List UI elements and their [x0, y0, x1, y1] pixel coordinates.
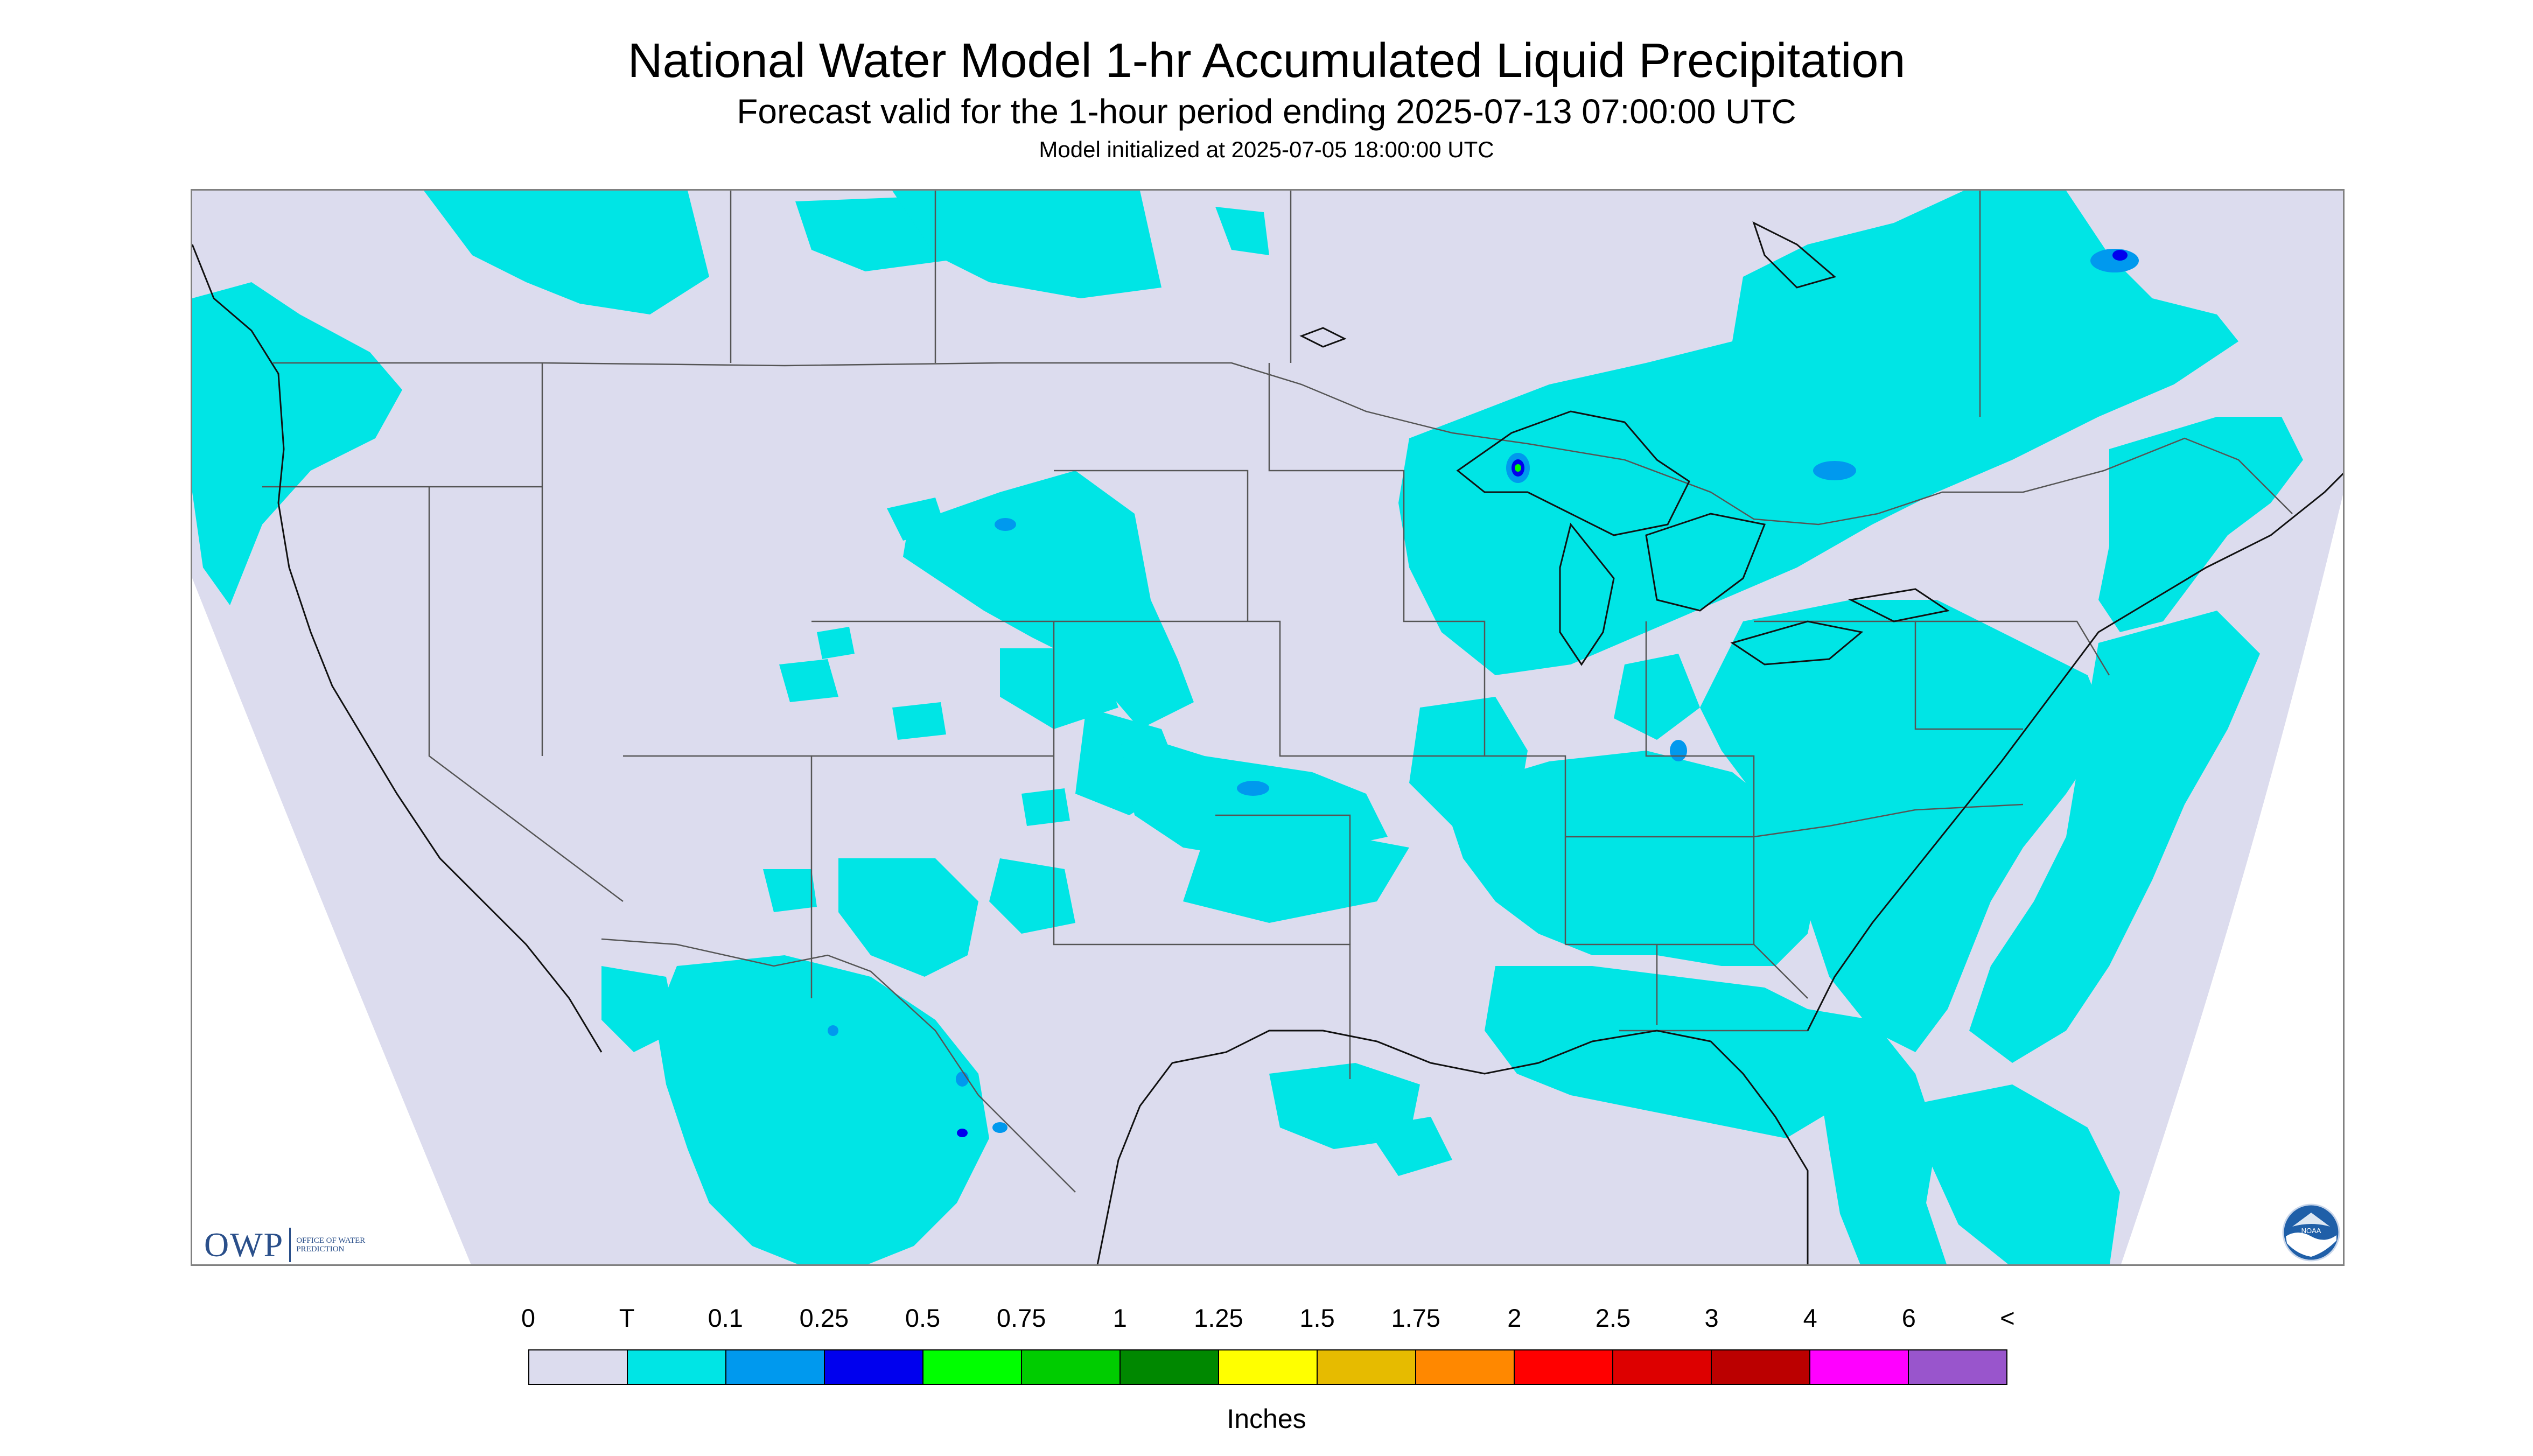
legend-tick-label: 3: [1704, 1304, 1719, 1332]
legend-units: Inches: [1227, 1404, 1306, 1434]
noaa-logo-text: NOAA: [2301, 1227, 2321, 1235]
legend-swatch: [923, 1350, 1022, 1384]
legend-tick-label: 1.5: [1299, 1304, 1335, 1332]
political-boundaries: [262, 191, 2293, 1193]
trace-precip-areas: [192, 191, 2303, 1264]
precipitation-map: [192, 191, 2343, 1264]
legend-swatch: [1613, 1350, 1712, 1384]
legend-swatch: [1712, 1350, 1810, 1384]
legend-color-bar: [528, 1349, 2007, 1385]
legend-tick-label: 2.5: [1595, 1304, 1631, 1332]
legend-tick-label: 1.25: [1194, 1304, 1243, 1332]
legend-swatch: [825, 1350, 923, 1384]
legend-swatch: [628, 1350, 726, 1384]
owp-logo-divider: [289, 1228, 291, 1262]
legend-tick-label: <: [2000, 1304, 2015, 1332]
legend-tick-label: 2: [1507, 1304, 1522, 1332]
legend-swatch: [1121, 1350, 1219, 1384]
map-title: National Water Model 1-hr Accumulated Li…: [627, 34, 1906, 88]
owp-logo-subtext: OFFICE OF WATER PREDICTION: [296, 1236, 366, 1254]
legend-swatch: [1810, 1350, 1909, 1384]
legend-swatch: [1219, 1350, 1318, 1384]
legend-tick-label: 0.5: [905, 1304, 941, 1332]
legend-tick-label: 0.75: [996, 1304, 1046, 1332]
legend-swatch: [1909, 1350, 2006, 1384]
legend-tick-label: 0.25: [799, 1304, 849, 1332]
legend-tick-label: 1: [1112, 1304, 1127, 1332]
legend-tick-label: T: [619, 1304, 635, 1332]
legend-swatch: [726, 1350, 825, 1384]
legend-swatch: [1318, 1350, 1416, 1384]
model-init-text: Model initialized at 2025-07-05 18:00:00…: [1039, 137, 1494, 162]
owp-logo: OWP OFFICE OF WATER PREDICTION: [204, 1225, 377, 1264]
legend-tick-label: 4: [1803, 1304, 1817, 1332]
moderate-precip-spots: [957, 250, 2128, 1137]
legend-swatch: [529, 1350, 628, 1384]
legend-swatch: [1416, 1350, 1515, 1384]
legend-tick-labels: 0 T 0.1 0.25 0.5 0.75 1 1.25 1.5 1.75 2 2.5 3 4 6 <: [521, 1303, 2015, 1335]
owp-logo-letters: OWP: [204, 1226, 284, 1264]
legend-tick-label: 6: [1901, 1304, 1916, 1332]
noaa-logo-icon: NOAA: [2282, 1203, 2340, 1262]
heavy-precip-spot: [1515, 464, 1521, 472]
legend-tick-label: 0: [521, 1304, 536, 1332]
legend-tick-label: 0.1: [708, 1304, 743, 1332]
coastlines: [192, 221, 2343, 1264]
map-subtitle: Forecast valid for the 1-hour period end…: [737, 92, 1796, 131]
map-panel: OWP OFFICE OF WATER PREDICTION NOAA: [191, 189, 2345, 1266]
legend-tick-label: 1.75: [1391, 1304, 1440, 1332]
legend-swatch: [1515, 1350, 1613, 1384]
outside-domain-right: [2121, 495, 2343, 1264]
legend-swatch: [1022, 1350, 1121, 1384]
outside-domain-left: [192, 578, 471, 1264]
